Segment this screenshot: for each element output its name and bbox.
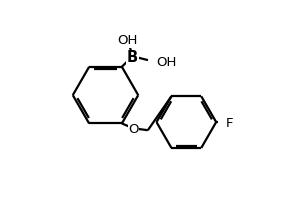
Text: B: B [127, 50, 138, 65]
Text: OH: OH [156, 56, 177, 69]
Text: O: O [128, 123, 139, 136]
Text: F: F [226, 117, 233, 130]
Text: OH: OH [118, 34, 138, 47]
